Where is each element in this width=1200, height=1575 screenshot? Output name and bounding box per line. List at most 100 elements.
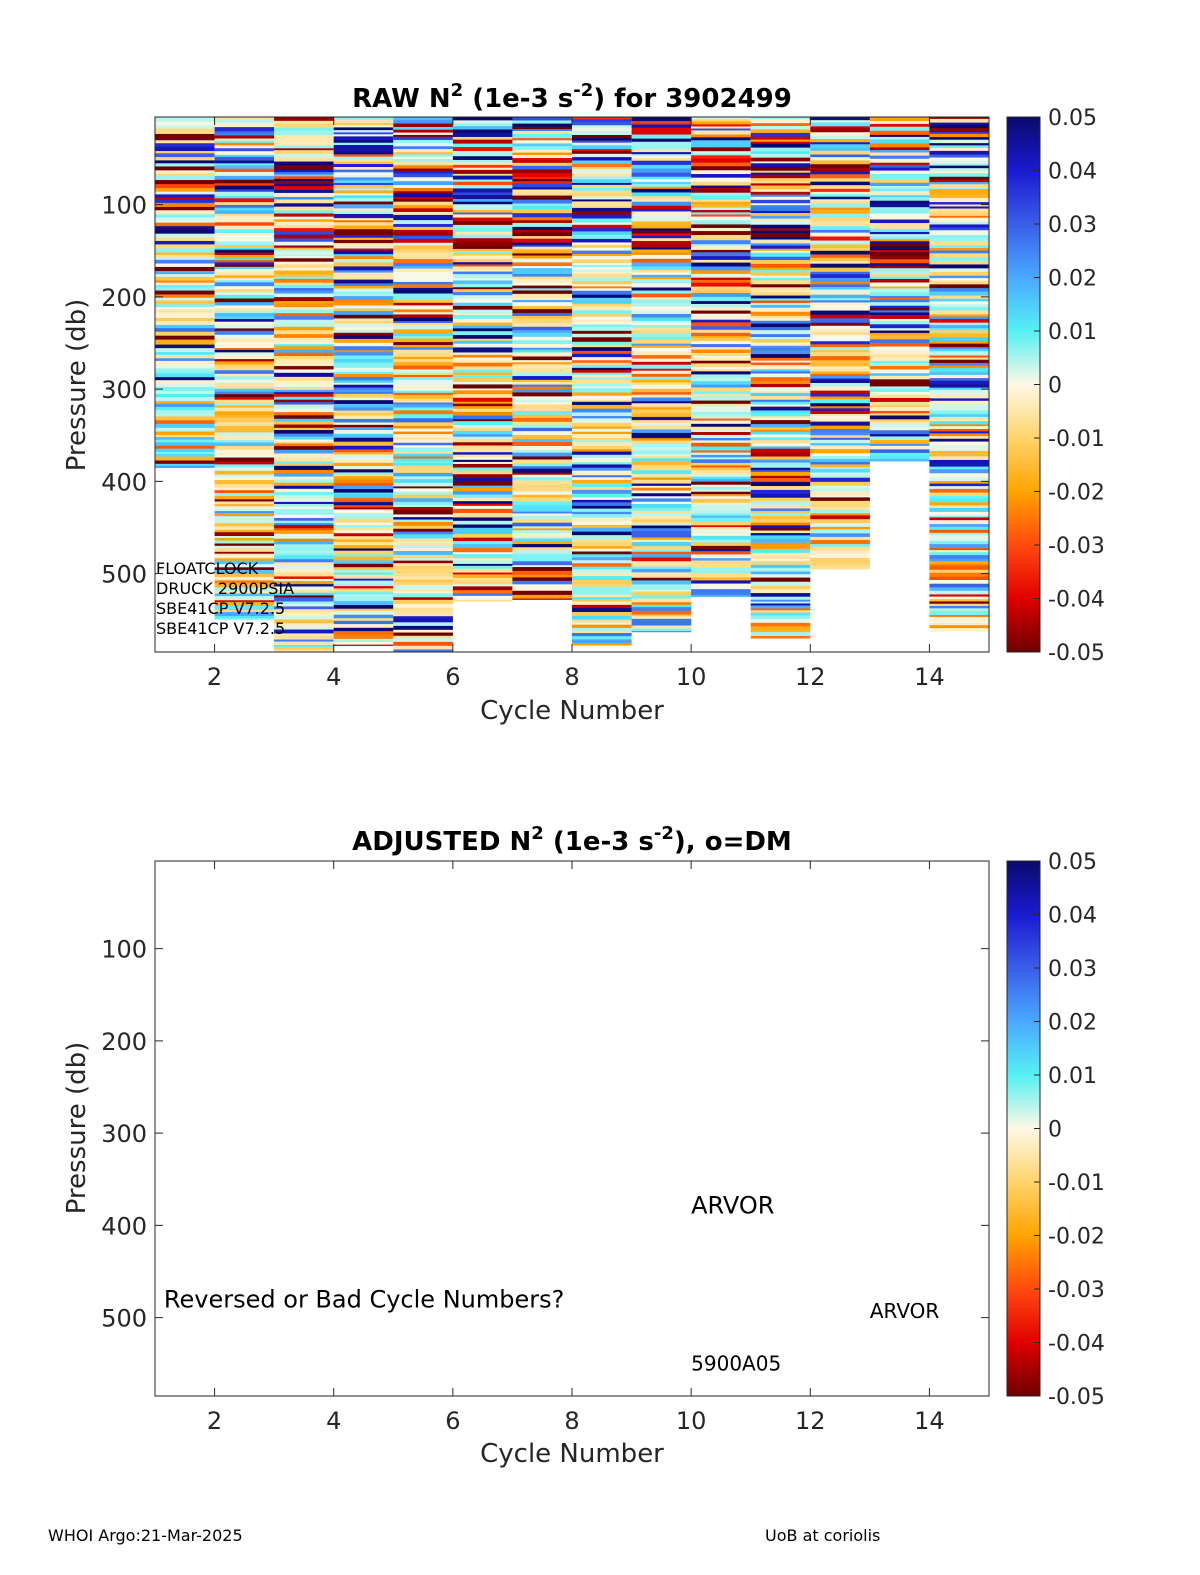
- raw-ytick-label: 300: [101, 376, 147, 404]
- raw-cell: [810, 507, 870, 511]
- raw-cell: [274, 297, 334, 302]
- raw-cell: [274, 482, 334, 487]
- raw-cell: [631, 361, 692, 366]
- raw-title-suffix: ) for 3902499: [593, 84, 792, 114]
- raw-cell: [214, 216, 275, 220]
- raw-cell: [452, 238, 513, 243]
- raw-cell: [333, 127, 394, 131]
- raw-cell: [572, 619, 632, 623]
- raw-cell: [452, 517, 513, 522]
- raw-cell: [869, 346, 930, 351]
- raw-cell: [333, 454, 394, 459]
- raw-cell: [631, 537, 692, 541]
- raw-cell: [869, 217, 930, 220]
- raw-cell: [929, 184, 989, 188]
- raw-cell: [691, 155, 751, 159]
- raw-cell: [631, 336, 692, 341]
- raw-cell: [631, 589, 692, 593]
- raw-cell: [810, 557, 870, 563]
- raw-cell: [810, 263, 870, 269]
- raw-cell: [155, 335, 215, 340]
- raw-cell: [155, 197, 215, 201]
- raw-cell: [274, 559, 334, 563]
- raw-cell: [572, 645, 632, 648]
- raw-cell: [572, 454, 632, 459]
- raw-cell: [333, 541, 394, 546]
- raw-cell: [155, 328, 215, 333]
- raw-cell: [333, 413, 394, 416]
- raw-cell: [572, 566, 632, 570]
- raw-cell: [512, 293, 572, 299]
- raw-cell: [155, 143, 215, 148]
- raw-cell: [333, 283, 394, 287]
- raw-cell: [810, 428, 870, 433]
- raw-cell: [929, 306, 989, 312]
- raw-cell: [393, 329, 453, 334]
- raw-cell: [631, 388, 692, 393]
- raw-cell: [631, 178, 692, 183]
- raw-cell: [810, 261, 870, 265]
- raw-cell: [810, 160, 870, 165]
- raw-cell: [333, 570, 394, 573]
- raw-cell: [274, 623, 334, 628]
- raw-cell: [452, 292, 513, 296]
- raw-cell: [393, 622, 453, 627]
- raw-cell: [572, 546, 632, 550]
- adjusted-annotation: 5900A05: [691, 1352, 781, 1376]
- raw-cell: [810, 167, 870, 173]
- raw-cell: [750, 224, 811, 229]
- raw-cell: [572, 341, 632, 346]
- raw-cell: [810, 148, 870, 152]
- raw-cell: [155, 315, 215, 319]
- raw-cell: [810, 139, 870, 143]
- raw-cell: [691, 394, 751, 397]
- raw-cell: [452, 577, 513, 581]
- raw-cell: [452, 508, 513, 514]
- raw-cell: [929, 628, 989, 631]
- raw-cell: [572, 477, 632, 481]
- raw-cell: [810, 294, 870, 299]
- raw-cell: [452, 477, 513, 482]
- raw-cell: [631, 496, 692, 499]
- raw-cell: [155, 118, 215, 123]
- raw-cell: [274, 184, 334, 187]
- raw-cell: [452, 381, 513, 385]
- raw-cell: [691, 166, 751, 171]
- raw-cell: [155, 460, 215, 465]
- raw-cell: [691, 367, 751, 370]
- raw-cell: [750, 467, 811, 471]
- raw-cell: [393, 198, 453, 203]
- raw-cbtick-label: 0: [1048, 374, 1062, 399]
- raw-cell: [155, 271, 215, 275]
- raw-cell: [572, 527, 632, 533]
- raw-cell: [750, 416, 811, 419]
- raw-cell: [452, 248, 513, 252]
- raw-cell: [691, 117, 751, 120]
- raw-cell: [572, 377, 632, 381]
- raw-cell: [750, 304, 811, 309]
- raw-cell: [214, 249, 275, 254]
- raw-cell: [155, 128, 215, 133]
- raw-cell: [333, 358, 394, 363]
- raw-cell: [512, 270, 572, 275]
- raw-cell: [512, 392, 572, 397]
- raw-cell: [572, 169, 632, 174]
- raw-xtick-label: 14: [914, 663, 945, 691]
- raw-cell: [631, 290, 692, 294]
- raw-cell: [452, 474, 513, 479]
- raw-cell: [452, 503, 513, 507]
- raw-ytick-label: 400: [101, 468, 147, 496]
- raw-cell: [512, 336, 572, 341]
- raw-cell: [512, 427, 572, 432]
- raw-cell: [214, 229, 275, 234]
- raw-cell: [750, 512, 811, 517]
- raw-cell: [631, 598, 692, 603]
- raw-cell: [393, 356, 453, 360]
- raw-cell: [333, 631, 394, 636]
- raw-cell: [869, 246, 930, 251]
- raw-cell: [274, 288, 334, 292]
- raw-cell: [274, 234, 334, 239]
- raw-cell: [214, 179, 275, 184]
- raw-cell: [274, 178, 334, 182]
